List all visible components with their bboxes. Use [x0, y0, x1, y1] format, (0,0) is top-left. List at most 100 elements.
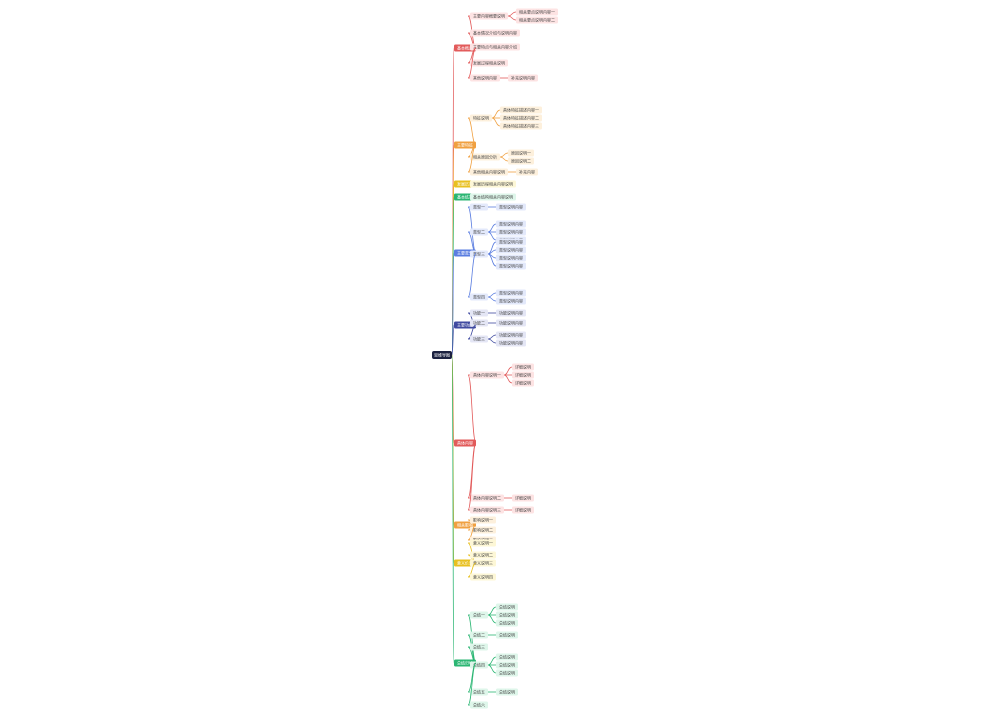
node-label: 类型说明内容 [499, 228, 523, 234]
node-box [512, 363, 534, 371]
node-box [496, 631, 518, 639]
node-label: 发展过程相关说明 [473, 59, 505, 65]
node-label: 具体内容 [457, 439, 473, 445]
node-label: 功能三 [473, 335, 485, 341]
node-box [470, 559, 496, 567]
connector [451, 354, 455, 664]
node-label: 类型说明内容 [499, 246, 523, 252]
node-box [496, 203, 526, 211]
node-box [454, 141, 476, 149]
node-label: 详细说明 [515, 371, 531, 377]
node-label: 基本概述 [457, 44, 473, 50]
node-label: 其他相关内容说明 [473, 168, 505, 174]
connector [487, 231, 497, 241]
connector [503, 366, 513, 376]
node-box [470, 74, 500, 82]
node-label: 类型说明内容 [499, 289, 523, 295]
node-label: 总结说明 [499, 669, 515, 675]
node-label: 总结五 [473, 688, 485, 694]
node-box [470, 631, 488, 639]
node-label: 主要内容概要说明 [473, 12, 505, 18]
connector [487, 664, 497, 674]
node-box [512, 494, 534, 502]
node-box [470, 701, 488, 709]
node-label: 意义说明一 [473, 539, 493, 545]
node-box [470, 43, 520, 51]
node-label: 基本结构相关内容说明 [473, 193, 513, 199]
node-box [470, 551, 496, 559]
node-label: 总结说明 [499, 619, 515, 625]
node-label: 意义说明四 [473, 573, 493, 579]
node-label: 详细说明 [515, 379, 531, 385]
node-box [454, 439, 476, 447]
node-label: 发展历程相关内容说明 [473, 180, 513, 186]
node-box [470, 114, 492, 122]
node-label: 影响说明一 [473, 516, 493, 522]
node-box [496, 289, 526, 297]
node-label: 总结归纳 [457, 659, 473, 665]
node-box [470, 293, 488, 301]
node-box [470, 180, 516, 188]
node-box [470, 153, 500, 161]
node-box [500, 114, 542, 122]
node-label: 类型说明内容 [499, 220, 523, 226]
node-label: 主要类型 [457, 249, 473, 255]
node-box [508, 157, 534, 165]
node-box [470, 371, 504, 379]
node-box [470, 688, 488, 696]
node-box [512, 371, 534, 379]
node-label: 详细说明 [515, 363, 531, 369]
connector [487, 334, 497, 340]
connector [467, 524, 477, 541]
connector [467, 117, 477, 146]
node-box [470, 335, 488, 343]
node-label: 具体内容说明一 [473, 371, 501, 377]
node-label: 原因说明一 [511, 149, 531, 155]
node-label: 总结说明 [499, 603, 515, 609]
node-box [470, 611, 488, 619]
connector [451, 324, 455, 356]
node-label: 详细说明 [515, 506, 531, 512]
connector [491, 117, 501, 127]
node-box [496, 331, 526, 339]
node-label: 功能一 [473, 309, 485, 315]
node-box [496, 297, 526, 305]
node-box [496, 246, 526, 254]
connector [467, 252, 477, 298]
node-label: 意义价值 [457, 559, 473, 565]
node-label: 类型二 [473, 228, 485, 234]
node-label: 具体内容说明二 [473, 494, 501, 500]
node-label: 总结二 [473, 631, 485, 637]
connector [487, 656, 497, 666]
connector [487, 614, 497, 624]
node-box [496, 661, 518, 669]
node-label: 主要特征 [457, 141, 473, 147]
node-box [470, 319, 488, 327]
node-label: 相关影响 [457, 521, 473, 527]
node-label: 总结说明 [499, 611, 515, 617]
node-box [496, 688, 518, 696]
node-box [496, 262, 526, 270]
node-box [470, 12, 508, 20]
connector [487, 338, 497, 344]
node-label: 补充内容 [519, 168, 535, 174]
node-box [470, 309, 488, 317]
node-label: 总结说明 [499, 631, 515, 637]
connector [487, 253, 497, 267]
node-label: 具体特征描述内容一 [503, 106, 539, 112]
node-label: 功能说明内容 [499, 319, 523, 325]
node-box [470, 29, 520, 37]
node-box [508, 74, 538, 82]
connector [487, 292, 497, 298]
node-label: 意义说明三 [473, 559, 493, 565]
connector [487, 223, 497, 233]
connector [467, 662, 477, 706]
node-label: 详细说明 [515, 494, 531, 500]
node-label: 具体特征描述内容二 [503, 114, 539, 120]
node-box [470, 526, 496, 534]
connector [467, 442, 477, 511]
node-box [454, 521, 476, 529]
node-box [470, 193, 516, 201]
node-label: 类型说明内容 [499, 262, 523, 268]
node-box [496, 309, 526, 317]
